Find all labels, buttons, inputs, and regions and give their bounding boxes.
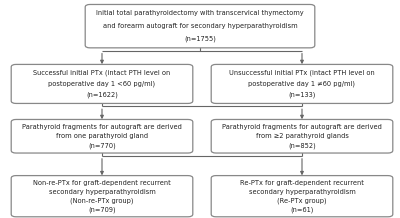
Text: (Re-PTx group): (Re-PTx group)	[277, 198, 327, 204]
Text: Re-PTx for graft-dependent recurrent: Re-PTx for graft-dependent recurrent	[240, 180, 364, 186]
Text: Successful initial PTx (intact PTH level on: Successful initial PTx (intact PTH level…	[33, 69, 171, 76]
Text: Non-re-PTx for graft-dependent recurrent: Non-re-PTx for graft-dependent recurrent	[33, 180, 171, 186]
Text: from ≥2 parathyroid glands: from ≥2 parathyroid glands	[256, 133, 348, 139]
FancyBboxPatch shape	[211, 176, 393, 217]
Text: (Non-re-PTx group): (Non-re-PTx group)	[70, 198, 134, 204]
Text: (n=770): (n=770)	[88, 142, 116, 149]
Text: secondary hyperparathyroidism: secondary hyperparathyroidism	[49, 189, 155, 195]
FancyBboxPatch shape	[211, 119, 393, 153]
Text: Parathyroid fragments for autograft are derived: Parathyroid fragments for autograft are …	[22, 124, 182, 130]
Text: (n=852): (n=852)	[288, 142, 316, 149]
Text: (n=133): (n=133)	[288, 92, 316, 99]
FancyBboxPatch shape	[85, 5, 315, 48]
FancyBboxPatch shape	[11, 119, 193, 153]
Text: (n=1622): (n=1622)	[86, 92, 118, 99]
Text: secondary hyperparathyroidism: secondary hyperparathyroidism	[249, 189, 355, 195]
Text: (n=709): (n=709)	[88, 206, 116, 213]
Text: from one parathyroid gland: from one parathyroid gland	[56, 133, 148, 139]
FancyBboxPatch shape	[11, 65, 193, 104]
Text: Unsuccessful initial PTx (intact PTH level on: Unsuccessful initial PTx (intact PTH lev…	[229, 69, 375, 76]
Text: postoperative day 1 <60 pg/ml): postoperative day 1 <60 pg/ml)	[48, 81, 156, 87]
Text: and forearm autograft for secondary hyperparathyroidism: and forearm autograft for secondary hype…	[103, 23, 297, 29]
Text: Parathyroid fragments for autograft are derived: Parathyroid fragments for autograft are …	[222, 124, 382, 130]
FancyBboxPatch shape	[211, 65, 393, 104]
Text: Initial total parathyroidectomy with transcervical thymectomy: Initial total parathyroidectomy with tra…	[96, 10, 304, 16]
FancyBboxPatch shape	[11, 176, 193, 217]
Text: postoperative day 1 ≠60 pg/ml): postoperative day 1 ≠60 pg/ml)	[248, 81, 356, 87]
Text: (n=61): (n=61)	[290, 206, 314, 213]
Text: (n=1755): (n=1755)	[184, 36, 216, 42]
